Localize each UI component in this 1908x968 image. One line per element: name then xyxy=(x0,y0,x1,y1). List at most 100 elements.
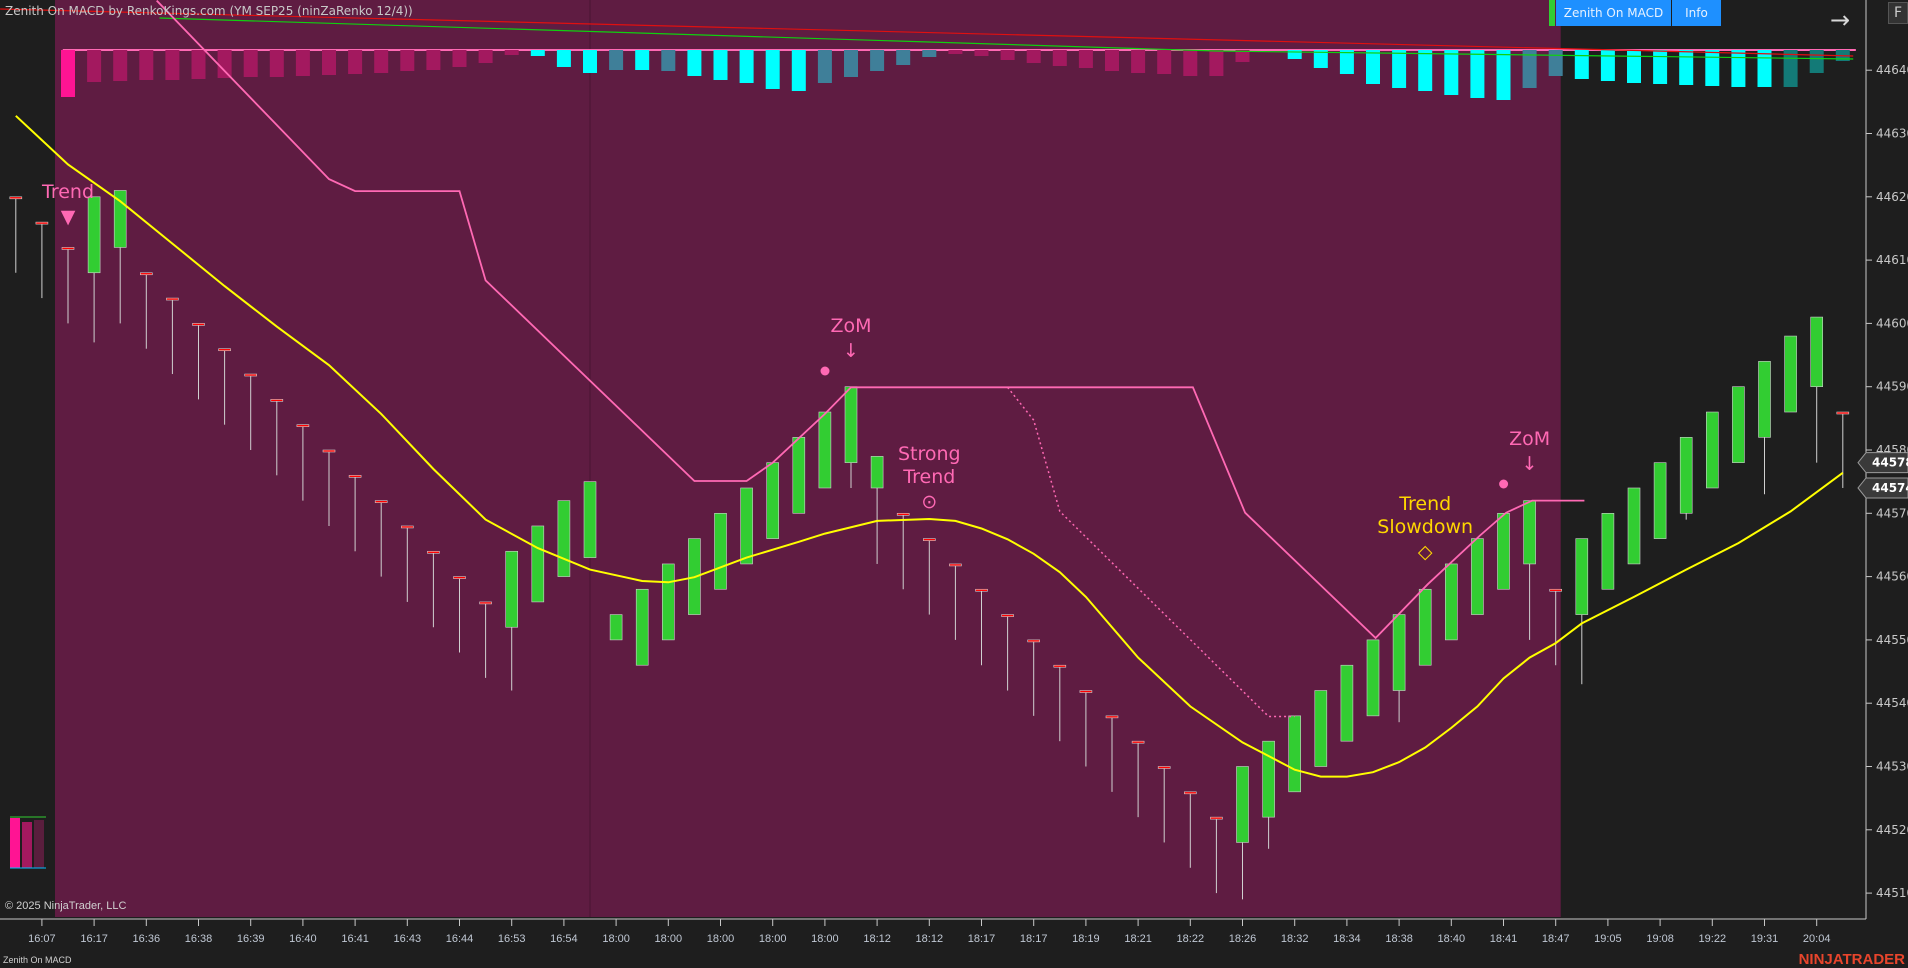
up-bar xyxy=(1706,411,1719,489)
down-bar xyxy=(270,399,284,402)
down-bar xyxy=(1131,740,1145,744)
price-label: 44610 xyxy=(1876,253,1908,267)
down-bar xyxy=(1157,766,1171,769)
zenith-on-macd-button[interactable]: Zenith On MACD xyxy=(1556,0,1671,26)
up-bar xyxy=(1392,614,1406,691)
signal-zone-shading xyxy=(55,0,1561,917)
info-button[interactable]: Info xyxy=(1672,0,1721,26)
histogram-bar xyxy=(139,50,154,80)
up-bar xyxy=(1653,462,1667,539)
histogram-bar xyxy=(1313,50,1328,68)
price-label: 44570 xyxy=(1876,506,1908,520)
histogram-bar xyxy=(635,50,650,70)
arrow-right-icon[interactable]: → xyxy=(1830,6,1850,34)
down-bar xyxy=(9,196,23,200)
histogram-bar xyxy=(1522,50,1537,88)
up-bar xyxy=(714,512,727,590)
time-label: 16:53 xyxy=(498,933,526,945)
time-label: 16:39 xyxy=(237,933,265,945)
histogram-bar xyxy=(1444,50,1459,95)
time-label: 18:19 xyxy=(1072,933,1100,945)
price-marker-label: 44578 xyxy=(1872,456,1908,470)
histogram-bar xyxy=(1496,50,1511,100)
up-bar xyxy=(792,437,806,514)
zom-annotation: ZoM ↓ xyxy=(820,315,872,376)
up-bar xyxy=(557,500,571,577)
annotation-text: Strong xyxy=(898,443,961,465)
histogram-bar xyxy=(1078,50,1093,68)
histogram-bar xyxy=(113,50,128,81)
histogram-bar xyxy=(1470,50,1485,98)
price-label: 44540 xyxy=(1876,696,1908,710)
time-label: 18:00 xyxy=(655,933,683,945)
up-bar xyxy=(870,456,884,489)
histogram-bar xyxy=(374,50,389,73)
annotation-text: Trend xyxy=(1398,493,1451,515)
annotation-text: ZoM xyxy=(1509,428,1550,450)
histogram-bar xyxy=(765,50,780,89)
dot-icon xyxy=(820,366,830,376)
price-label: 44560 xyxy=(1876,570,1908,584)
histogram-bar xyxy=(1209,50,1224,76)
time-label: 18:12 xyxy=(863,933,891,945)
down-bar xyxy=(1001,614,1014,617)
down-bar xyxy=(479,601,492,605)
histogram-bar xyxy=(1600,50,1615,81)
histogram-bar xyxy=(1052,50,1067,66)
histogram-bar xyxy=(1783,50,1798,87)
histogram-bar xyxy=(974,50,989,56)
price-label: 44550 xyxy=(1876,633,1908,647)
up-bar xyxy=(1679,437,1693,514)
up-bar xyxy=(1523,500,1536,565)
histogram-bar xyxy=(87,50,102,82)
trend-annotation: Trend ▼ xyxy=(41,181,94,228)
annotation-text: Slowdown xyxy=(1377,516,1473,538)
price-label: 44600 xyxy=(1876,316,1908,330)
histogram-bar xyxy=(1183,50,1198,76)
time-label: 18:40 xyxy=(1438,933,1466,945)
down-bar xyxy=(427,550,440,554)
histogram-bar xyxy=(556,50,571,67)
down-bar xyxy=(922,538,936,541)
mini-widget xyxy=(10,816,46,869)
histogram-bar xyxy=(269,50,284,77)
up-bar xyxy=(1627,487,1641,565)
down-bar xyxy=(896,512,910,516)
up-bar xyxy=(1784,335,1797,413)
up-bar xyxy=(531,525,545,603)
time-label: 19:05 xyxy=(1594,933,1622,945)
down-bar xyxy=(400,525,414,529)
up-bar xyxy=(1758,361,1771,438)
time-axis[interactable]: 16:07 16:17 16:36 16:38 16:39 16:40 16:41 16:43… xyxy=(28,919,1830,945)
time-label: 16:36 xyxy=(133,933,161,945)
histogram-bar xyxy=(191,50,206,79)
trailing-stop-line xyxy=(156,0,1585,640)
histogram-bar xyxy=(1339,50,1354,74)
up-bar xyxy=(1288,715,1301,793)
f-button[interactable]: F xyxy=(1888,2,1908,24)
up-bar xyxy=(1601,512,1615,590)
up-bar xyxy=(1575,538,1589,615)
down-bar xyxy=(322,449,336,453)
histogram-bar xyxy=(400,50,415,71)
time-label: 18:38 xyxy=(1385,933,1413,945)
time-label: 19:08 xyxy=(1646,933,1674,945)
time-label: 18:00 xyxy=(759,933,787,945)
down-bar xyxy=(1549,588,1562,592)
histogram-bar xyxy=(1574,50,1589,79)
histogram-bar xyxy=(478,50,493,63)
histogram-bar xyxy=(165,50,180,80)
histogram-bar xyxy=(1705,50,1720,86)
time-label: 16:17 xyxy=(80,933,108,945)
histogram-bar xyxy=(791,50,806,91)
down-bar xyxy=(192,323,205,326)
histogram-bar xyxy=(426,50,441,70)
histogram-bar xyxy=(739,50,754,83)
down-bar xyxy=(453,576,466,579)
